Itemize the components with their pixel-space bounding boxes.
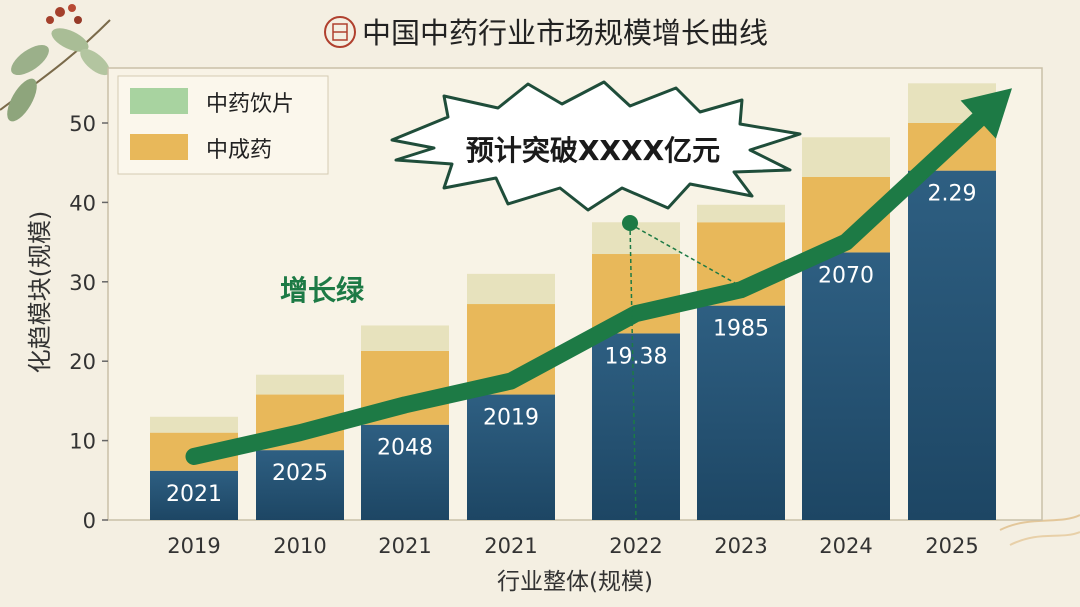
x-tick-label: 2024: [819, 534, 872, 558]
y-tick-label: 0: [83, 509, 96, 533]
trend-line: [185, 111, 987, 465]
callout-marker: [622, 215, 638, 231]
bar-value-label: 2.29: [928, 182, 977, 207]
legend-label-yinpian: 中药饮片: [206, 92, 294, 117]
legend-swatch-yinpian: [130, 88, 188, 114]
x-tick-label: 2022: [609, 534, 662, 558]
x-tick-label: 2023: [714, 534, 767, 558]
bar-base-segment: [361, 424, 449, 520]
bar-value-label: 2019: [483, 406, 539, 431]
trend-arrow-head-icon: [960, 88, 1012, 139]
bar-base-segment: [592, 333, 680, 520]
y-axis-label: 化趋模块(规模): [26, 211, 54, 374]
x-tick-label: 2021: [484, 534, 537, 558]
plant-decoration-icon: [0, 4, 111, 122]
burst-callout: [390, 80, 802, 212]
bar-base-segment: [467, 394, 555, 520]
burst-callout-text: 预计突破XXXX亿元: [466, 134, 720, 167]
bar-base-segment: [697, 305, 785, 520]
y-tick-label: 40: [69, 191, 96, 215]
callout-vertical-leader: [629, 223, 637, 521]
bar-labels-group: 2021 2025 2048 2019 19.38 1985 2070 2.29: [166, 182, 976, 507]
bar-base-segment: [908, 170, 996, 520]
bar-yinpian-segment: [467, 273, 555, 305]
bar-base-segment: [802, 252, 890, 520]
bar-base-segment: [150, 470, 238, 520]
bar-value-label: 2025: [272, 461, 328, 486]
bars-group: [150, 83, 996, 520]
x-tick-label: 2021: [378, 534, 431, 558]
legend-swatch-chengyao: [130, 134, 188, 160]
x-tick-label: 2019: [167, 534, 220, 558]
title-seal-icon: [324, 16, 356, 48]
growth-green-label: 增长绿: [280, 274, 365, 307]
bar-yinpian-segment: [256, 374, 344, 395]
legend-label-chengyao: 中成药: [206, 138, 272, 163]
y-tick-label: 30: [69, 271, 96, 295]
bar-base-segment: [256, 450, 344, 520]
x-axis-label: 行业整体(规模): [497, 569, 653, 595]
bar-value-label: 19.38: [605, 344, 668, 369]
bar-value-label: 2070: [818, 263, 874, 288]
wave-decoration-icon: [999, 514, 1080, 546]
bar-yinpian-segment: [697, 204, 785, 223]
x-tick-label: 2025: [925, 534, 978, 558]
chart-title: 中国中药行业市场规模增长曲线: [362, 16, 768, 50]
bar-value-label: 2048: [377, 436, 433, 461]
legend: 中药饮片 中成药: [117, 75, 329, 175]
callout-diagonal-leader: [629, 223, 736, 284]
bar-value-label: 2021: [166, 482, 222, 507]
y-tick-label: 20: [69, 350, 96, 374]
y-tick-label: 10: [69, 430, 96, 454]
y-axis: 0 10 20 30 40 50: [69, 112, 108, 533]
x-tick-label: 2010: [273, 534, 326, 558]
y-tick-label: 50: [69, 112, 96, 136]
bar-yinpian-segment: [361, 325, 449, 351]
bar-yinpian-segment: [802, 137, 890, 177]
x-axis: 2019 2010 2021 2021 2022 2023 2024 2025: [167, 534, 978, 558]
bar-yinpian-segment: [150, 416, 238, 433]
bar-value-label: 1985: [713, 317, 769, 342]
